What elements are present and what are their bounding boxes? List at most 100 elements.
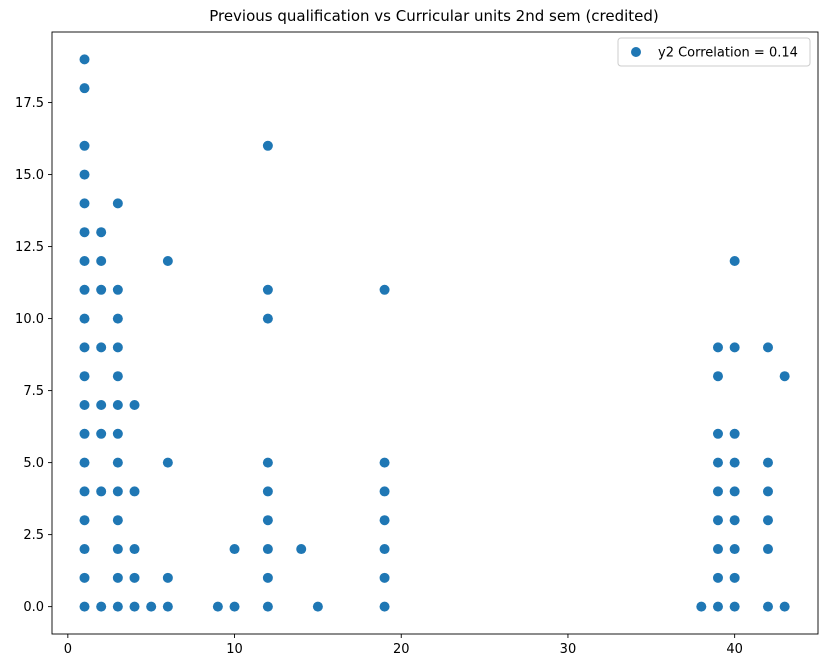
data-point: [129, 572, 140, 583]
data-point: [79, 486, 90, 497]
data-point: [712, 515, 723, 526]
y-tick-label: 5.0: [23, 456, 44, 471]
data-point: [762, 544, 773, 555]
data-point: [112, 515, 123, 526]
data-point: [79, 601, 90, 612]
data-point: [212, 601, 223, 612]
data-point: [79, 284, 90, 295]
data-point: [262, 313, 273, 324]
axes-layer: 0 10 20 30 40 0.0 2.5 5.0 7.5 10.0 12.5 15.0 17.5: [15, 31, 819, 657]
data-point: [729, 572, 740, 583]
data-point: [696, 601, 707, 612]
data-point: [312, 601, 323, 612]
data-point: [112, 544, 123, 555]
x-tick-label: 30: [560, 642, 577, 657]
data-point: [729, 486, 740, 497]
data-point: [79, 342, 90, 353]
data-point: [96, 342, 107, 353]
data-point: [96, 284, 107, 295]
data-point: [146, 601, 157, 612]
data-point: [262, 140, 273, 151]
data-point: [96, 255, 107, 266]
data-point: [79, 515, 90, 526]
legend: y2 Correlation = 0.14: [617, 37, 811, 67]
data-point: [262, 284, 273, 295]
data-point: [79, 313, 90, 324]
data-point: [79, 54, 90, 65]
data-point: [379, 284, 390, 295]
data-point: [762, 515, 773, 526]
data-point: [96, 227, 107, 238]
data-point: [712, 601, 723, 612]
data-point: [162, 255, 173, 266]
data-point: [79, 544, 90, 555]
y-tick-label: 10.0: [15, 312, 44, 327]
data-point: [129, 486, 140, 497]
data-point: [379, 515, 390, 526]
chart-title: Previous qualification vs Curricular uni…: [209, 7, 659, 25]
data-point: [96, 601, 107, 612]
data-point: [112, 371, 123, 382]
plot-frame: [51, 31, 819, 635]
data-point: [162, 572, 173, 583]
x-tick-label: 10: [226, 642, 243, 657]
legend-marker: [631, 47, 641, 57]
data-point: [729, 255, 740, 266]
legend-box: [617, 37, 811, 67]
data-point: [712, 371, 723, 382]
y-tick-label: 12.5: [15, 240, 44, 255]
points-layer: [79, 54, 790, 612]
data-point: [762, 342, 773, 353]
x-tick-label: 0: [64, 642, 72, 657]
data-point: [379, 486, 390, 497]
data-point: [779, 601, 790, 612]
data-point: [762, 457, 773, 468]
data-point: [79, 572, 90, 583]
data-point: [729, 601, 740, 612]
y-tick-label: 2.5: [23, 528, 44, 543]
data-point: [129, 544, 140, 555]
data-point: [96, 486, 107, 497]
data-point: [162, 601, 173, 612]
data-point: [79, 255, 90, 266]
data-point: [729, 457, 740, 468]
data-point: [712, 428, 723, 439]
data-point: [262, 457, 273, 468]
legend-label: y2 Correlation = 0.14: [658, 46, 798, 61]
data-point: [112, 342, 123, 353]
data-point: [379, 572, 390, 583]
data-point: [96, 400, 107, 411]
data-point: [262, 515, 273, 526]
data-point: [712, 572, 723, 583]
data-point: [729, 515, 740, 526]
data-point: [712, 486, 723, 497]
data-point: [262, 486, 273, 497]
y-tick-label: 15.0: [15, 168, 44, 183]
data-point: [112, 400, 123, 411]
data-point: [129, 400, 140, 411]
data-point: [96, 428, 107, 439]
data-point: [729, 342, 740, 353]
data-point: [112, 198, 123, 209]
data-point: [79, 371, 90, 382]
data-point: [79, 198, 90, 209]
data-point: [712, 544, 723, 555]
data-point: [379, 457, 390, 468]
data-point: [379, 544, 390, 555]
x-tick-label: 40: [726, 642, 743, 657]
data-point: [712, 457, 723, 468]
data-point: [729, 544, 740, 555]
data-point: [379, 601, 390, 612]
data-point: [162, 457, 173, 468]
data-point: [712, 342, 723, 353]
data-point: [129, 601, 140, 612]
data-point: [729, 428, 740, 439]
data-point: [779, 371, 790, 382]
y-tick-label: 17.5: [15, 96, 44, 111]
data-point: [79, 457, 90, 468]
data-point: [262, 572, 273, 583]
data-point: [112, 486, 123, 497]
y-tick-label: 0.0: [23, 600, 44, 615]
data-point: [112, 457, 123, 468]
